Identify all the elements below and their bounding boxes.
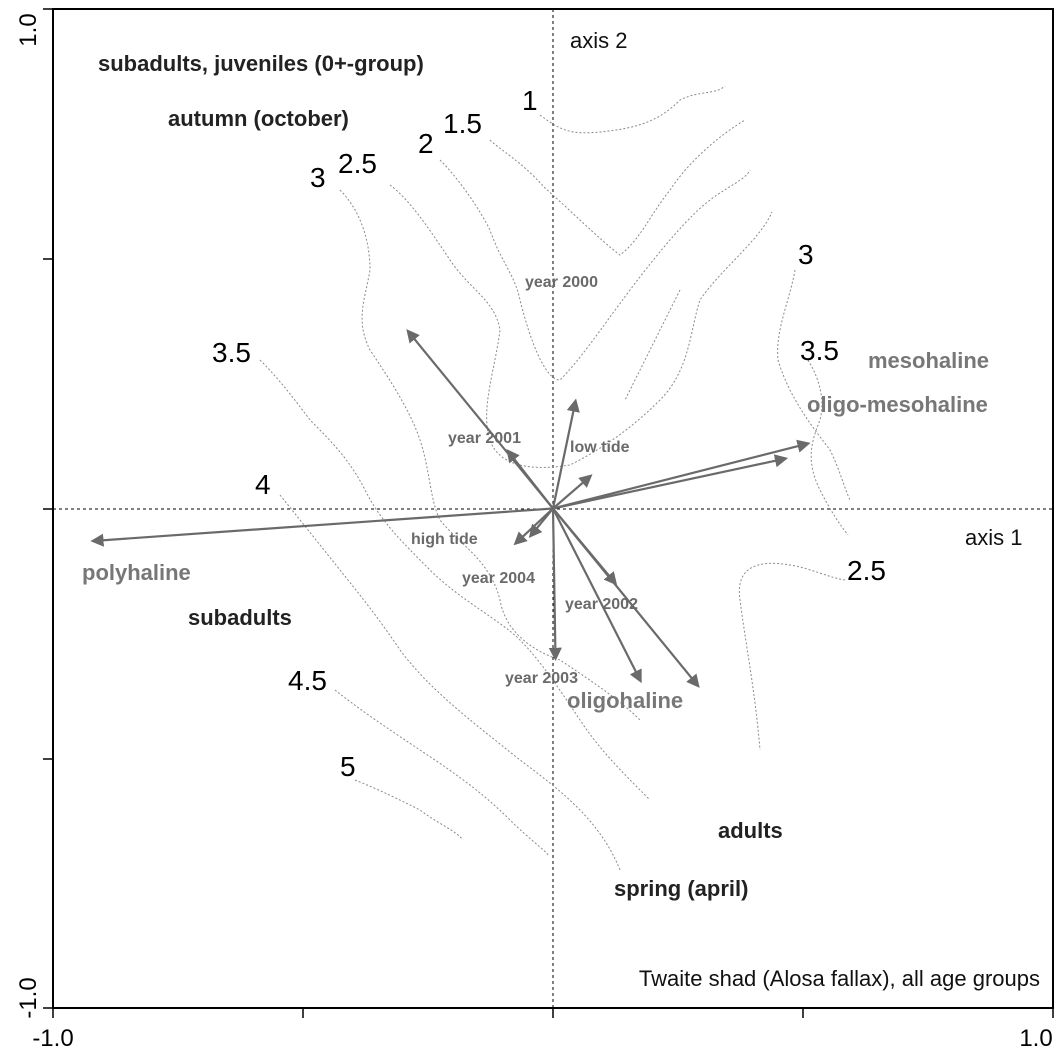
vector-label-mesohaline: mesohaline xyxy=(868,348,989,373)
vector-arrow-year-2003 xyxy=(548,508,562,661)
vector-arrow-low-tide xyxy=(552,474,593,510)
group-label-subadults-juveniles: subadults, juveniles (0+-group) xyxy=(98,51,424,76)
vector-label-spring: spring (april) xyxy=(614,876,748,901)
axis-2-label: axis 2 xyxy=(570,28,627,53)
vector-labels: autumn (october) spring (april) mesohali… xyxy=(82,106,989,901)
contour-label: 3 xyxy=(310,162,326,193)
contour-label: 1.5 xyxy=(443,108,482,139)
contour-label: 3.5 xyxy=(212,337,251,368)
vector-arrow-polyhaline xyxy=(90,507,554,547)
vector-label-year-2004: year 2004 xyxy=(462,570,535,587)
vector-arrow-mesohaline xyxy=(552,439,811,510)
contour-label: 2.5 xyxy=(338,148,377,179)
contour-label: 2.5 xyxy=(847,555,886,586)
vector-label-high-tide: high tide xyxy=(411,531,478,548)
contour-line xyxy=(389,184,773,468)
y-tick-label-min: -1.0 xyxy=(15,977,42,1018)
axis-1-label: axis 1 xyxy=(965,525,1022,550)
vector-label-oligohaline: oligohaline xyxy=(567,688,683,713)
contour-line xyxy=(334,689,549,856)
y-tick-label-max: 1.0 xyxy=(15,13,42,46)
group-label-subadults: subadults xyxy=(188,605,292,630)
contour-line xyxy=(259,359,651,801)
vector-arrow-year-2000 xyxy=(551,398,580,509)
contour-labels: 1 1.5 2 2.5 3 3.5 4 4.5 5 3 3.5 2.5 xyxy=(212,85,886,782)
contour-line xyxy=(624,289,681,401)
vector-label-oligo-mesohaline: oligo-mesohaline xyxy=(807,392,988,417)
contour-label: 4 xyxy=(255,469,271,500)
vector-label-year-2002: year 2002 xyxy=(565,596,638,613)
contour-line xyxy=(354,779,464,841)
x-tick-label-min: -1.0 xyxy=(32,1025,73,1052)
contour-line xyxy=(279,494,621,871)
vector-arrows xyxy=(90,329,811,688)
chart-caption: Twaite shad (Alosa fallax), all age grou… xyxy=(639,966,1040,991)
contour-line xyxy=(439,159,751,381)
vector-arrow-year-2001 xyxy=(506,448,554,510)
contour-label: 5 xyxy=(340,751,356,782)
vector-label-year-2001: year 2001 xyxy=(448,430,521,447)
contour-label: 2 xyxy=(418,128,434,159)
contour-label: 1 xyxy=(522,85,538,116)
contour-label: 4.5 xyxy=(288,665,327,696)
vector-label-autumn: autumn (october) xyxy=(168,106,349,131)
vector-label-year-2003: year 2003 xyxy=(505,670,578,687)
contour-line xyxy=(777,269,851,501)
vector-arrow-oligo-mesohaline xyxy=(552,454,789,510)
vector-arrow-high-tide xyxy=(528,507,554,539)
vector-arrow-year-2002 xyxy=(552,507,618,586)
vector-label-low-tide: low tide xyxy=(570,439,630,456)
y-ticks xyxy=(43,8,53,1009)
contour-label: 3 xyxy=(798,239,814,270)
contour-line xyxy=(738,562,846,751)
vector-label-year-2000: year 2000 xyxy=(525,274,598,291)
contour-label: 3.5 xyxy=(800,335,839,366)
group-label-adults: adults xyxy=(718,818,783,843)
vector-label-polyhaline: polyhaline xyxy=(82,560,191,585)
contour-lines xyxy=(259,85,851,871)
contour-line xyxy=(489,119,746,256)
x-ticks xyxy=(52,1008,1054,1018)
contour-line xyxy=(539,85,726,134)
x-tick-label-max: 1.0 xyxy=(1019,1025,1052,1052)
vector-arrow-oligohaline xyxy=(552,508,642,684)
